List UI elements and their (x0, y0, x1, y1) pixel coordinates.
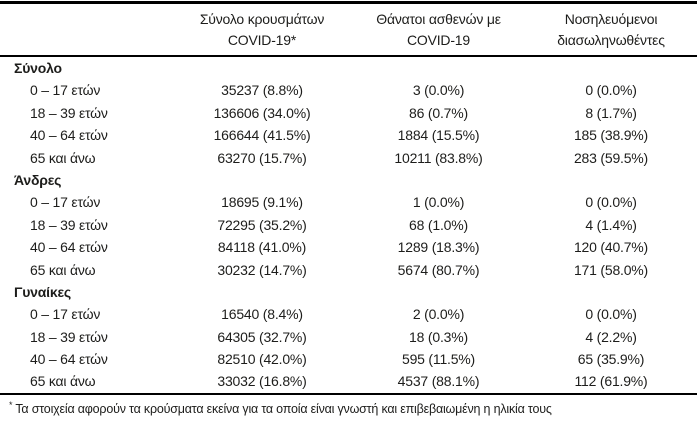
age-group-label: 40 – 64 ετών (30, 351, 108, 368)
intubated-cell: 0 (0.0%) (585, 82, 637, 99)
intubated-cell: 8 (1.7%) (585, 104, 637, 121)
intubated-cell: 0 (0.0%) (585, 194, 637, 211)
age-group-label: 18 – 39 ετών (30, 104, 108, 121)
footnote-marker: * (9, 399, 13, 410)
table-row: 18 – 39 ετών 72295 (35.2%) 68 (1.0%) 4 (… (0, 214, 697, 236)
section-label: Άνδρες (14, 171, 62, 188)
column-header-line: Θάνατοι ασθενών με (376, 10, 501, 27)
cases-cell: 63270 (15.7%) (217, 149, 307, 166)
age-group-label: 18 – 39 ετών (30, 328, 108, 345)
column-header-line: COVID-19 (407, 31, 470, 48)
table-header-row: Σύνολο κρουσμάτων COVID-19* Θάνατοι ασθε… (0, 4, 697, 55)
footnote: * Τα στοιχεία αφορούν τα κρούσματα εκείν… (0, 395, 697, 416)
cases-cell: 33032 (16.8%) (217, 373, 307, 390)
age-group-label: 18 – 39 ετών (30, 216, 108, 233)
table-row: 65 και άνω 33032 (16.8%) 4537 (88.1%) 11… (0, 370, 697, 392)
column-header-line: COVID-19* (227, 31, 297, 48)
cases-cell: 16540 (8.4%) (221, 306, 303, 323)
table-row: 65 και άνω 30232 (14.7%) 5674 (80.7%) 17… (0, 259, 697, 281)
age-group-label: 65 και άνω (30, 149, 96, 166)
deaths-cell: 1289 (18.3%) (397, 239, 480, 256)
table-row: 40 – 64 ετών 82510 (42.0%) 595 (11.5%) 6… (0, 348, 697, 370)
top-rule (0, 1, 697, 4)
column-header-line: Νοσηλευόμενοι (564, 10, 658, 27)
cases-cell: 72295 (35.2%) (217, 216, 307, 233)
cases-cell: 136606 (34.0%) (213, 104, 311, 121)
cases-cell: 30232 (14.7%) (217, 261, 307, 278)
table-row: 0 – 17 ετών 18695 (9.1%) 1 (0.0%) 0 (0.0… (0, 191, 697, 213)
section-label: Σύνολο (14, 60, 62, 76)
intubated-cell: 283 (59.5%) (573, 149, 649, 166)
age-group-label: 40 – 64 ετών (30, 127, 108, 144)
age-group-label: 40 – 64 ετών (30, 239, 108, 256)
table-row: 18 – 39 ετών 136606 (34.0%) 86 (0.7%) 8 … (0, 102, 697, 124)
cases-cell: 84118 (41.0%) (217, 239, 307, 256)
table-row: 18 – 39 ετών 64305 (32.7%) 18 (0.3%) 4 (… (0, 326, 697, 348)
deaths-cell: 3 (0.0%) (412, 82, 465, 99)
column-header-cases: Σύνολο κρουσμάτων COVID-19* (172, 9, 352, 51)
intubated-cell: 112 (61.9%) (574, 373, 648, 390)
table-row: 40 – 64 ετών 166644 (41.5%) 1884 (15.5%)… (0, 124, 697, 146)
footnote-text: Τα στοιχεία αφορούν τα κρούσματα εκείνα … (15, 402, 552, 417)
footnote-rule (0, 392, 697, 395)
cases-cell: 18695 (9.1%) (221, 194, 303, 211)
deaths-cell: 86 (0.7%) (409, 104, 468, 121)
deaths-cell: 4537 (88.1%) (397, 373, 480, 390)
column-header-intubated: Νοσηλευόμενοι διασωληνωθέντες (525, 9, 697, 51)
column-header-deaths: Θάνατοι ασθενών με COVID-19 (352, 9, 525, 51)
intubated-cell: 120 (40.7%) (573, 239, 649, 256)
deaths-cell: 68 (1.0%) (409, 216, 468, 233)
table-row: 40 – 64 ετών 84118 (41.0%) 1289 (18.3%) … (0, 236, 697, 258)
table-section-row: Σύνολο (0, 57, 697, 79)
column-header-line: Σύνολο κρουσμάτων (199, 10, 325, 27)
table-row: 0 – 17 ετών 16540 (8.4%) 2 (0.0%) 0 (0.0… (0, 303, 697, 325)
age-group-label: 0 – 17 ετών (30, 194, 101, 211)
table-section-row: Γυναίκες (0, 281, 697, 303)
intubated-cell: 4 (2.2%) (585, 328, 637, 345)
cases-cell: 35237 (8.8%) (221, 82, 303, 99)
cases-cell: 82510 (42.0%) (217, 351, 307, 368)
deaths-cell: 1884 (15.5%) (397, 127, 480, 144)
intubated-cell: 4 (1.4%) (585, 216, 637, 233)
intubated-cell: 185 (38.9%) (573, 127, 649, 144)
age-group-label: 65 και άνω (30, 373, 96, 390)
intubated-cell: 0 (0.0%) (585, 306, 637, 323)
deaths-cell: 18 (0.3%) (409, 328, 468, 345)
age-group-label: 0 – 17 ετών (30, 306, 101, 323)
table-row: 65 και άνω 63270 (15.7%) 10211 (83.8%) 2… (0, 147, 697, 169)
header-rule (0, 55, 697, 57)
table-row: 0 – 17 ετών 35237 (8.8%) 3 (0.0%) 0 (0.0… (0, 79, 697, 101)
deaths-cell: 1 (0.0%) (412, 194, 465, 211)
intubated-cell: 171 (58.0%) (573, 261, 649, 278)
column-header-line: διασωληνωθέντες (557, 31, 665, 48)
cases-cell: 166644 (41.5%) (213, 127, 311, 144)
section-label: Γυναίκες (14, 283, 71, 300)
age-group-label: 0 – 17 ετών (30, 82, 101, 99)
age-group-label: 65 και άνω (30, 261, 96, 278)
deaths-cell: 10211 (83.8%) (394, 149, 483, 166)
table-section-row: Άνδρες (0, 169, 697, 191)
cases-cell: 64305 (32.7%) (217, 328, 307, 345)
deaths-cell: 595 (11.5%) (401, 351, 476, 368)
intubated-cell: 65 (35.9%) (577, 351, 645, 368)
deaths-cell: 5674 (80.7%) (397, 261, 480, 278)
deaths-cell: 2 (0.0%) (412, 306, 465, 323)
table-body: Σύνολο 0 – 17 ετών 35237 (8.8%) 3 (0.0%)… (0, 57, 697, 393)
